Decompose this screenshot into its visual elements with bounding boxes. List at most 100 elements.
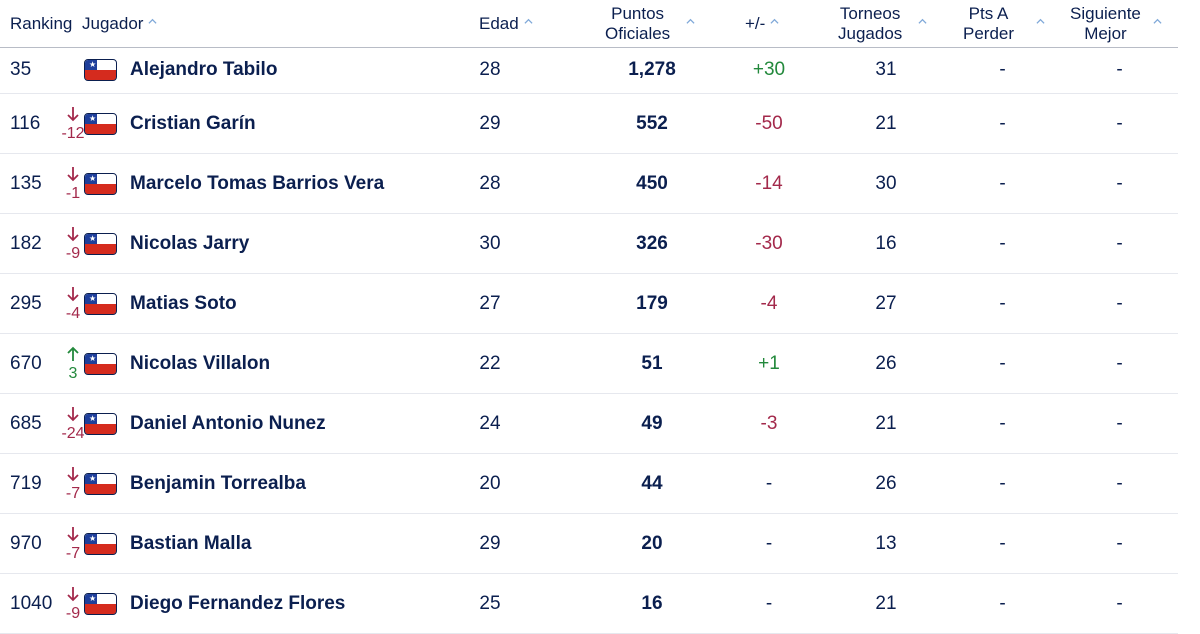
rank-move: 3 [60,334,86,393]
rank-cell: 295 [10,292,42,314]
player-name-link[interactable]: Matias Soto [130,292,237,314]
arrow-down-icon [66,166,80,186]
player-name-link[interactable]: Cristian Garín [130,112,256,134]
points-cell: 450 [636,172,668,194]
tournaments-cell: 27 [875,292,897,314]
col-header-tournaments[interactable]: Torneos Jugados [838,0,927,47]
chile-flag-icon: ★ [84,292,117,315]
rank-move-value: -9 [65,604,81,622]
rank-cell: 685 [10,412,42,434]
points-cell: 51 [641,352,663,374]
col-header-player[interactable]: Jugador [82,0,157,47]
col-header-points[interactable]: Puntos Oficiales [605,0,695,47]
pts-to-lose-cell: - [999,412,1006,434]
rank-move-value: -9 [65,244,81,262]
rank-cell: 35 [10,59,32,80]
table-row[interactable]: 719 -7 ★ Benjamin Torrealba 20 44 - 26 - - [0,454,1178,514]
arrow-down-icon [66,586,80,606]
next-best-cell: - [1116,232,1123,254]
age-cell: 24 [479,412,501,434]
table-row[interactable]: 182 -9 ★ Nicolas Jarry 30 326 -30 16 - - [0,214,1178,274]
age-cell: 30 [479,232,501,254]
flag-cell: ★ [84,154,120,213]
age-cell: 25 [479,592,501,614]
table-row[interactable]: 970 -7 ★ Bastian Malla 29 20 - 13 - - [0,514,1178,574]
chile-flag-icon: ★ [84,412,117,435]
rank-move-value: -24 [61,424,85,442]
age-cell: 22 [479,352,501,374]
pts-to-lose-cell: - [999,532,1006,554]
player-name-link[interactable]: Nicolas Jarry [130,232,250,254]
sort-caret-up-icon[interactable] [770,17,779,26]
col-header-next-best[interactable]: Siguiente Mejor [1070,0,1162,47]
sort-caret-up-icon[interactable] [686,17,695,26]
arrow-down-icon [66,406,80,426]
col-header-delta-label: +/- [745,13,766,33]
sort-caret-up-icon[interactable] [1153,17,1162,26]
player-name-link[interactable]: Alejandro Tabilo [130,59,278,80]
col-header-ranking[interactable]: Ranking [10,0,72,47]
table-header: Ranking Jugador Edad Puntos Oficiales +/-… [0,0,1178,48]
tournaments-cell: 21 [875,592,897,614]
chile-flag-icon: ★ [84,592,117,615]
chile-flag-icon: ★ [84,59,117,81]
table-row[interactable]: 116 -12 ★ Cristian Garín 29 552 -50 21 - - [0,94,1178,154]
player-name-link[interactable]: Marcelo Tomas Barrios Vera [130,172,385,194]
delta-cell: - [765,532,773,554]
flag-cell: ★ [84,394,120,453]
player-name-link[interactable]: Nicolas Villalon [130,352,271,374]
rank-cell: 719 [10,472,42,494]
pts-to-lose-cell: - [999,232,1006,254]
col-header-pts-to-lose[interactable]: Pts A Perder [963,0,1045,47]
tournaments-cell: 21 [875,112,897,134]
sort-caret-up-icon[interactable] [1036,17,1045,26]
chile-flag-icon: ★ [84,112,117,135]
player-name-link[interactable]: Daniel Antonio Nunez [130,412,326,434]
age-cell: 20 [479,472,501,494]
age-cell: 29 [479,532,501,554]
rank-move: -24 [60,394,86,453]
chile-flag-icon: ★ [84,472,117,495]
next-best-cell: - [1116,352,1123,374]
player-name-link[interactable]: Benjamin Torrealba [130,472,306,494]
col-header-age-label: Edad [479,13,519,33]
col-header-age[interactable]: Edad [479,0,533,47]
col-header-player-label: Jugador [82,13,144,33]
next-best-cell: - [1116,292,1123,314]
rank-cell: 1040 [10,592,53,614]
delta-cell: -14 [755,172,783,194]
tournaments-cell: 13 [875,532,897,554]
pts-to-lose-cell: - [999,292,1006,314]
rank-move: -12 [60,94,86,153]
col-header-tournaments-line2: Jugados [838,23,903,43]
rank-move-value: -1 [65,184,81,202]
delta-cell: +30 [752,59,786,80]
next-best-cell: - [1116,112,1123,134]
delta-cell: -4 [760,292,778,314]
table-row[interactable]: 135 -1 ★ Marcelo Tomas Barrios Vera 28 450 -14… [0,154,1178,214]
col-header-tournaments-line1: Torneos [839,3,901,23]
sort-caret-up-icon[interactable] [148,17,157,26]
flag-cell: ★ [84,574,120,633]
points-cell: 179 [636,292,668,314]
chile-flag-icon: ★ [84,232,117,255]
table-row[interactable]: 685 -24 ★ Daniel Antonio Nunez 24 49 -3 21 - - [0,394,1178,454]
table-row[interactable]: 670 3 ★ Nicolas Villalon 22 51 +1 26 - - [0,334,1178,394]
player-name-link[interactable]: Bastian Malla [130,532,252,554]
table-row[interactable]: 35 ★ Alejandro Tabilo 28 1,278 +30 31 - - [0,47,1178,94]
col-header-delta[interactable]: +/- [745,0,779,47]
arrow-down-icon [66,466,80,486]
table-row[interactable]: 295 -4 ★ Matias Soto 27 179 -4 27- - [0,274,1178,334]
player-name-link[interactable]: Diego Fernandez Flores [130,592,346,614]
tournaments-cell: 31 [875,59,897,80]
rank-move: -7 [60,454,86,513]
pts-to-lose-cell: - [999,472,1006,494]
sort-caret-up-icon[interactable] [918,17,927,26]
chile-flag-icon: ★ [84,532,117,555]
table-row[interactable]: 1040 -9 ★ Diego Fernandez Flores 25 16 - 21 - - [0,574,1178,634]
col-header-points-line1: Puntos [611,3,665,23]
sort-caret-up-icon[interactable] [524,17,533,26]
rank-cell: 182 [10,232,42,254]
arrow-down-icon [66,226,80,246]
